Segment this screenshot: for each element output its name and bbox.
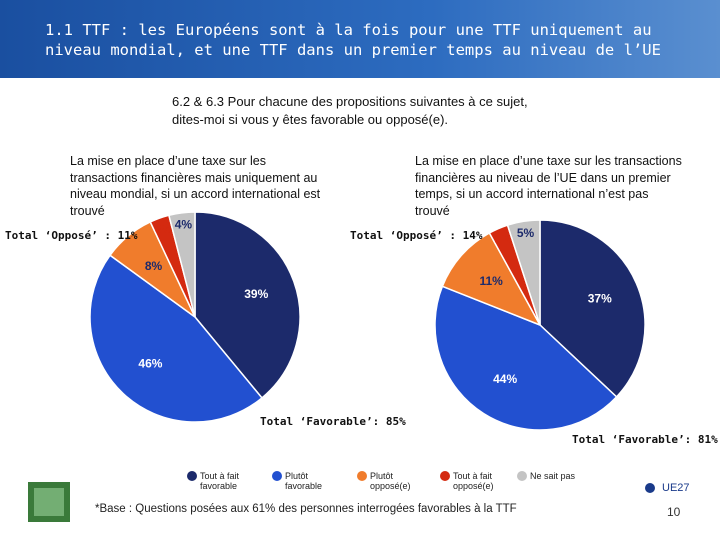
pie-slice bbox=[441, 231, 542, 327]
pie-title: La mise en place d’une taxe sur les tran… bbox=[70, 154, 321, 218]
legend-label: Plutôt opposé(e) bbox=[370, 471, 411, 491]
legend-label: Ne sait pas bbox=[530, 471, 576, 481]
data-label: 37% bbox=[588, 291, 612, 305]
header-band bbox=[0, 0, 720, 78]
annotation: Total ‘Favorable’: 85% bbox=[260, 415, 406, 428]
data-label: 44% bbox=[493, 372, 517, 386]
data-label: 4% bbox=[175, 218, 193, 232]
data-label: 46% bbox=[138, 357, 162, 371]
annotation: Total ‘Opposé’ : 14% bbox=[350, 229, 483, 242]
pie-slice bbox=[539, 219, 646, 398]
pie-slice bbox=[89, 254, 263, 423]
legend-marker bbox=[517, 471, 527, 481]
pie-slice bbox=[506, 219, 541, 326]
legend-marker bbox=[187, 471, 197, 481]
data-label: 3% bbox=[155, 222, 173, 236]
legend-marker bbox=[357, 471, 367, 481]
region-flag bbox=[645, 483, 655, 493]
data-label: 11% bbox=[479, 274, 503, 288]
data-label: 3% bbox=[495, 232, 513, 246]
region-label: UE27 bbox=[662, 482, 690, 494]
slide-title: 1.1 TTF : les Européens sont à la fois p… bbox=[45, 21, 661, 59]
page-number: 10 bbox=[667, 505, 681, 519]
question: 6.2 & 6.3 Pour chacune des propositions … bbox=[172, 94, 528, 127]
logo-image-detail bbox=[34, 488, 64, 516]
data-label: 39% bbox=[244, 287, 268, 301]
pie-slice bbox=[167, 211, 196, 318]
legend-marker bbox=[440, 471, 450, 481]
legend-label: Tout à fait opposé(e) bbox=[453, 471, 494, 491]
legend-marker bbox=[272, 471, 282, 481]
footnote: *Base : Questions posées aux 61% des per… bbox=[95, 503, 517, 515]
legend-label: Tout à fait favorable bbox=[200, 471, 240, 491]
data-label: 8% bbox=[145, 259, 163, 273]
pie-slice bbox=[194, 211, 301, 399]
data-label: 5% bbox=[517, 226, 535, 240]
annotation: Total ‘Favorable’: 81% bbox=[572, 433, 718, 446]
pie-title: La mise en place d’une taxe sur les tran… bbox=[415, 154, 682, 218]
annotation: Total ‘Opposé’ : 11% bbox=[5, 229, 138, 242]
legend-label: Plutôt favorable bbox=[285, 471, 323, 491]
pie-slice bbox=[434, 285, 618, 431]
